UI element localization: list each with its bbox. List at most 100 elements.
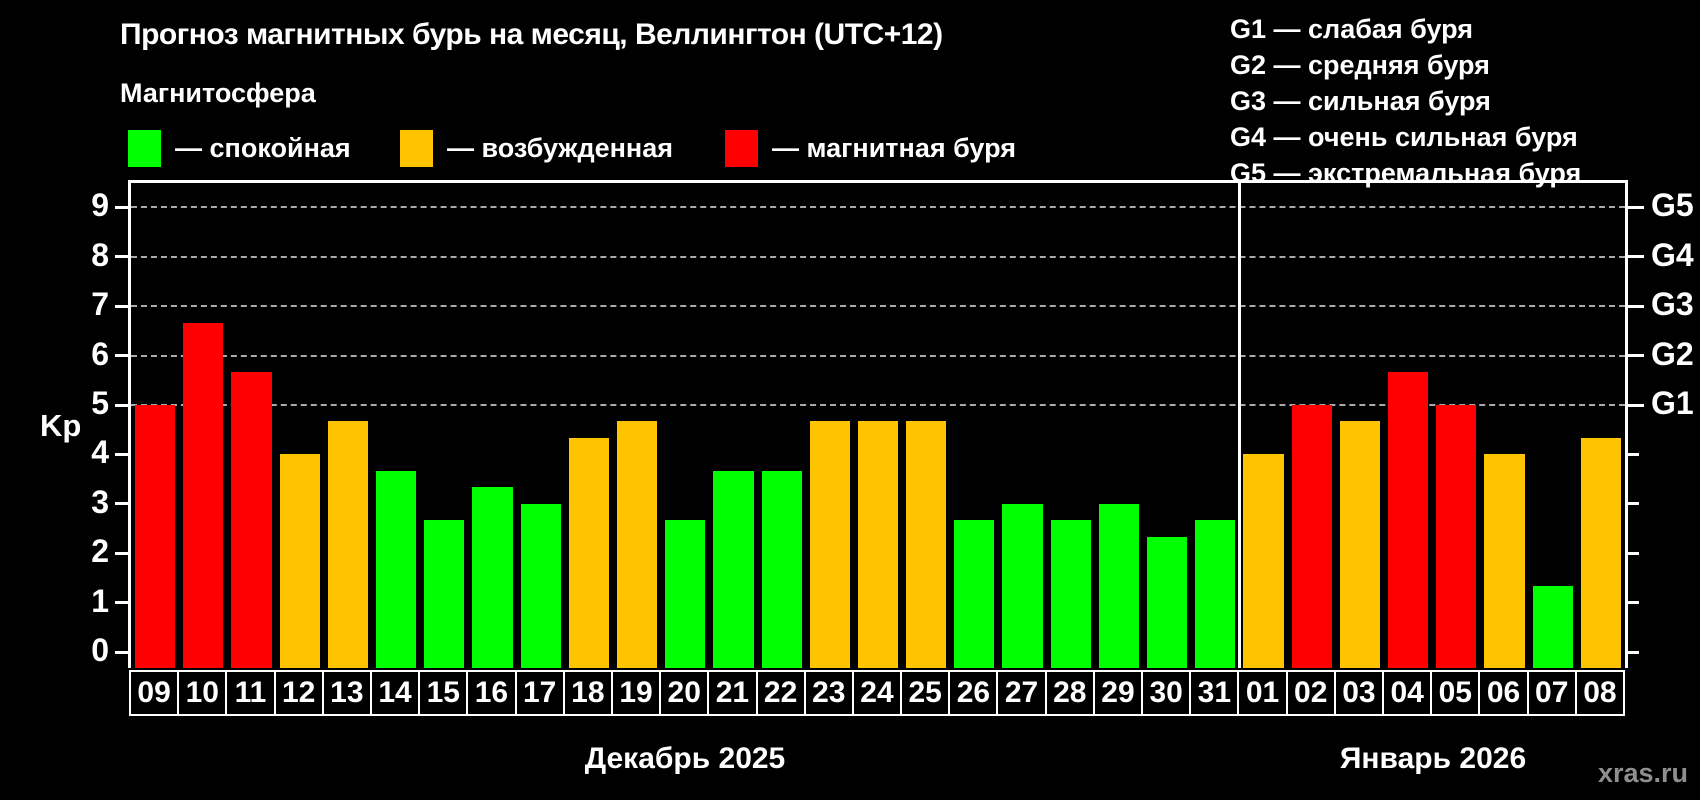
bar-dec-21 [713,470,754,668]
watermark: xras.ru [1597,758,1688,788]
right-tick-3 [1626,502,1639,506]
y-tick-3 [115,502,130,506]
gridline-kp-5 [131,404,1625,406]
gridline-kp-6 [131,354,1625,357]
g-scale-legend-line-g2: G2 — средняя буря [1230,50,1490,80]
day-label-dec-19: 19 [610,670,662,716]
bar-jan-08 [1580,438,1621,668]
quiet-color-swatch [128,130,161,167]
right-tick-8 [1626,255,1644,259]
bar-dec-29 [1098,503,1140,668]
right-tick-5 [1626,403,1644,407]
bar-dec-15 [424,520,465,668]
g-level-label-g1: G1 [1651,385,1694,421]
bar-dec-26 [954,520,995,668]
bar-dec-14 [375,470,417,668]
day-label-dec-20: 20 [659,670,710,716]
day-label-dec-18: 18 [562,670,613,716]
y-tick-label-5: 5 [91,385,109,421]
legend-item-quiet: — спокойная [128,130,351,167]
g-level-label-g5: G5 [1651,187,1694,224]
day-label-jan-05: 05 [1430,670,1481,716]
bar-dec-12 [279,454,320,668]
day-label-dec-16: 16 [466,670,517,716]
chart-title: Прогноз магнитных бурь на месяц, Веллинг… [120,18,943,51]
y-tick-label-6: 6 [91,335,109,372]
day-label-jan-01: 01 [1237,670,1288,716]
day-label-dec-23: 23 [803,670,854,716]
magnetosphere-legend-title: Магнитосфера [120,78,316,108]
excited-color-swatch [400,130,433,167]
y-tick-label-0: 0 [91,632,109,668]
day-label-jan-02: 02 [1285,670,1336,716]
y-tick-8 [115,255,130,259]
day-label-dec-12: 12 [273,670,324,716]
right-tick-7 [1626,304,1644,308]
g-scale-legend-line-g4: G4 — очень сильная буря [1230,122,1578,152]
legend-item-excited: — возбужденная [400,130,673,167]
legend-item-storm: — магнитная буря [725,130,1016,167]
day-label-jan-08: 08 [1574,670,1625,716]
right-tick-6 [1626,354,1644,358]
bar-jan-01 [1243,454,1284,668]
g-level-label-g2: G2 [1651,335,1694,372]
bar-dec-09 [135,405,176,668]
legend-label-excited: — возбужденная [447,133,673,163]
bar-jan-04 [1388,371,1429,668]
y-tick-0 [115,650,130,654]
g-scale-legend: G1 — слабая буря G2 — средняя буря G3 — … [1230,11,1581,191]
right-tick-4 [1626,452,1639,456]
day-label-dec-26: 26 [948,670,999,716]
bar-jan-06 [1484,454,1525,668]
bar-dec-28 [1050,520,1091,668]
day-label-dec-21: 21 [707,670,758,716]
day-label-jan-03: 03 [1333,670,1385,716]
y-tick-7 [115,304,130,308]
bar-dec-20 [665,520,706,668]
bar-dec-17 [520,503,561,668]
day-label-dec-28: 28 [1044,670,1095,716]
y-tick-5 [115,403,130,407]
y-tick-2 [115,551,130,555]
day-label-dec-10: 10 [177,670,228,716]
g-scale-legend-line-g3: G3 — сильная буря [1230,86,1491,116]
right-tick-2 [1626,551,1639,555]
day-label-jan-06: 06 [1478,670,1529,716]
day-label-dec-09: 09 [129,670,180,716]
day-label-dec-29: 29 [1092,670,1144,716]
bar-jan-03 [1339,421,1381,668]
right-tick-0 [1626,650,1639,654]
y-tick-label-2: 2 [91,533,109,570]
bar-jan-05 [1436,405,1477,668]
day-label-dec-13: 13 [321,670,372,716]
day-label-jan-04: 04 [1382,670,1433,716]
g-scale-legend-line-g5: G5 — экстремальная буря [1230,158,1582,188]
y-tick-1 [115,601,130,605]
right-tick-9 [1626,205,1644,209]
month-label-december: Декабрь 2025 [584,742,786,775]
y-tick-4 [115,452,130,456]
bar-dec-27 [1002,503,1043,668]
y-tick-6 [115,354,130,358]
y-tick-label-1: 1 [91,582,109,619]
bar-dec-13 [327,421,368,668]
day-label-dec-15: 15 [418,670,469,716]
day-label-dec-31: 31 [1189,670,1240,716]
y-tick-9 [115,205,130,209]
y-tick-label-7: 7 [91,286,109,323]
legend-label-storm: — магнитная буря [772,133,1016,163]
bar-jan-02 [1291,405,1332,668]
bar-jan-07 [1532,586,1573,668]
g-level-label-g3: G3 [1651,286,1694,323]
y-tick-label-4: 4 [91,434,109,471]
month-label-january: Январь 2026 [1339,742,1527,775]
bar-dec-31 [1195,520,1236,668]
plot-area [128,180,1628,668]
bar-dec-24 [857,421,899,668]
day-label-dec-22: 22 [755,670,806,716]
bar-dec-23 [809,421,850,668]
day-label-dec-11: 11 [225,670,276,716]
bar-dec-16 [472,487,513,668]
day-label-dec-24: 24 [851,670,903,716]
